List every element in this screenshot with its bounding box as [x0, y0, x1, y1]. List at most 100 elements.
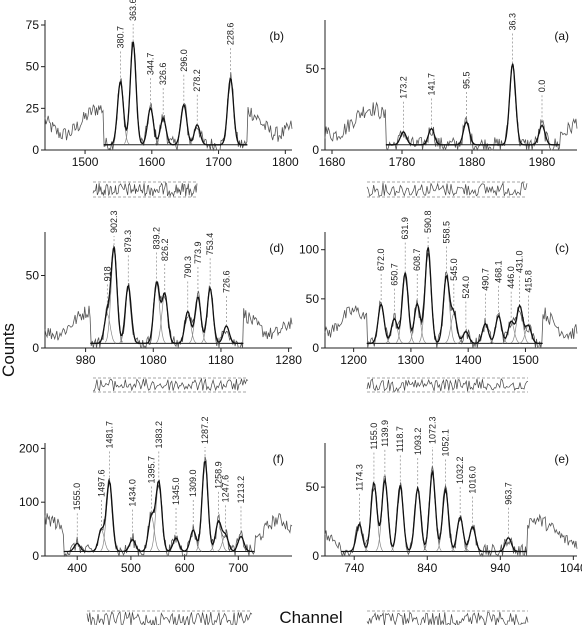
- spectrum-b: [44, 41, 293, 152]
- x-tick-label: 400: [67, 561, 87, 575]
- x-tick-label: 1880: [459, 155, 486, 169]
- peak-label: 446.0: [506, 266, 516, 289]
- peak-label: 963.7: [503, 482, 513, 505]
- peak-label: 608.7: [412, 249, 422, 272]
- peak-label: 1258.9: [213, 461, 223, 489]
- x-tick-label: 1500: [512, 353, 539, 367]
- peak-label: 1497.6: [96, 469, 106, 497]
- x-tick-label: 1180: [208, 353, 234, 367]
- peak-label: 1118.7: [395, 426, 405, 452]
- peak-label: 278.2: [192, 69, 202, 92]
- peak-label: 344.7: [145, 53, 155, 76]
- panel-label-c: (c): [555, 241, 569, 255]
- y-tick-label: 0: [32, 341, 39, 355]
- peak-label: 558.5: [441, 221, 451, 244]
- peak-label: 1555.0: [72, 483, 82, 511]
- peak-label: 431.0: [515, 250, 525, 273]
- peak-label: 1309.0: [188, 469, 198, 497]
- peak-label: 95.5: [461, 72, 471, 90]
- y-tick-label: 50: [306, 292, 320, 306]
- y-tick-label: 50: [26, 60, 40, 74]
- x-tick-label: 1400: [455, 353, 482, 367]
- peak-label: 590.8: [423, 210, 433, 233]
- fit-curve-d: [90, 246, 244, 345]
- x-axis-label: Channel: [279, 608, 342, 625]
- spectrum-d: [44, 244, 293, 350]
- x-tick-label: 600: [175, 561, 195, 575]
- x-tick-label: 1280: [275, 353, 302, 367]
- panel-label-b: (b): [269, 29, 284, 43]
- peak-label: 1016.0: [468, 466, 478, 494]
- y-tick-label: 0: [32, 143, 39, 157]
- panel-label-d: (d): [269, 241, 284, 255]
- x-tick-label: 500: [121, 561, 141, 575]
- peak-label: 1287.2: [200, 416, 210, 444]
- residuals-e: [366, 611, 529, 625]
- y-tick-label: 50: [306, 480, 320, 494]
- x-tick-label: 1080: [140, 353, 167, 367]
- peak-label: 0.0: [537, 80, 547, 93]
- residuals-f: [86, 611, 253, 625]
- x-tick-label: 1300: [398, 353, 425, 367]
- spectrum-a: [324, 62, 578, 152]
- residuals-b: [92, 181, 198, 198]
- peak-label: 1395.7: [146, 456, 156, 484]
- peak-label: 545.0: [449, 258, 459, 281]
- panel-label-f: (f): [273, 452, 284, 466]
- peak-label: 1072.3: [427, 416, 437, 444]
- peak-label: 173.2: [398, 76, 408, 99]
- y-tick-label: 0: [312, 549, 319, 563]
- fit-curve-c: [366, 247, 543, 345]
- peak-label: 363.6: [128, 0, 138, 21]
- peak-label: 141.7: [426, 73, 436, 96]
- fit-curve-e: [341, 469, 527, 553]
- x-tick-label: 1200: [340, 353, 367, 367]
- y-tick-label: 0: [312, 341, 319, 355]
- residuals-d: [92, 377, 249, 392]
- peak-label: 672.0: [376, 249, 386, 272]
- peak-label: 296.0: [179, 49, 189, 72]
- peak-label: 790.3: [183, 256, 193, 279]
- peak-label: 1155.0: [369, 423, 379, 450]
- y-tick-label: 200: [19, 441, 39, 455]
- y-tick-label: 100: [299, 243, 319, 257]
- peak-label: 1434.0: [128, 479, 138, 507]
- x-tick-label: 1500: [72, 155, 99, 169]
- peak-label: 1032.2: [455, 456, 465, 484]
- residuals-c: [366, 378, 529, 392]
- y-tick-label: 75: [26, 18, 40, 32]
- peak-label: 879.3: [123, 230, 133, 253]
- peak-label: 650.7: [389, 263, 399, 286]
- peak-label: 902.3: [109, 210, 119, 233]
- fit-curve-b: [103, 41, 248, 146]
- peak-label: 773.9: [193, 241, 203, 264]
- peak-label: 918: [102, 266, 112, 281]
- panel-label-e: (e): [554, 452, 569, 466]
- peak-label: 1174.3: [354, 464, 364, 491]
- x-tick-label: 1980: [529, 155, 556, 169]
- y-tick-label: 100: [19, 495, 39, 509]
- peak-label: 1052.1: [441, 429, 451, 457]
- x-tick-label: 1600: [138, 155, 165, 169]
- y-tick-label: 0: [32, 549, 39, 563]
- peak-label: 326.6: [158, 63, 168, 86]
- y-tick-label: 50: [306, 62, 320, 76]
- y-tick-label: 0: [312, 143, 319, 157]
- x-tick-label: 1700: [205, 155, 232, 169]
- spectrum-c: [324, 253, 578, 349]
- spectrum-f: [44, 456, 293, 558]
- residuals-a: [366, 181, 528, 197]
- peak-label: 1093.2: [413, 428, 423, 456]
- peak-label: 524.0: [461, 276, 471, 299]
- x-tick-label: 1680: [319, 155, 346, 169]
- fit-curve-a: [385, 63, 560, 146]
- peak-label: 1383.2: [154, 421, 164, 449]
- peak-label: 631.9: [400, 217, 410, 240]
- peak-label: 415.8: [523, 270, 533, 293]
- peak-label: 1247.6: [220, 475, 230, 503]
- y-axis-label: Counts: [0, 323, 18, 377]
- peak-label: 726.6: [221, 270, 231, 293]
- peak-label: 380.7: [115, 26, 125, 49]
